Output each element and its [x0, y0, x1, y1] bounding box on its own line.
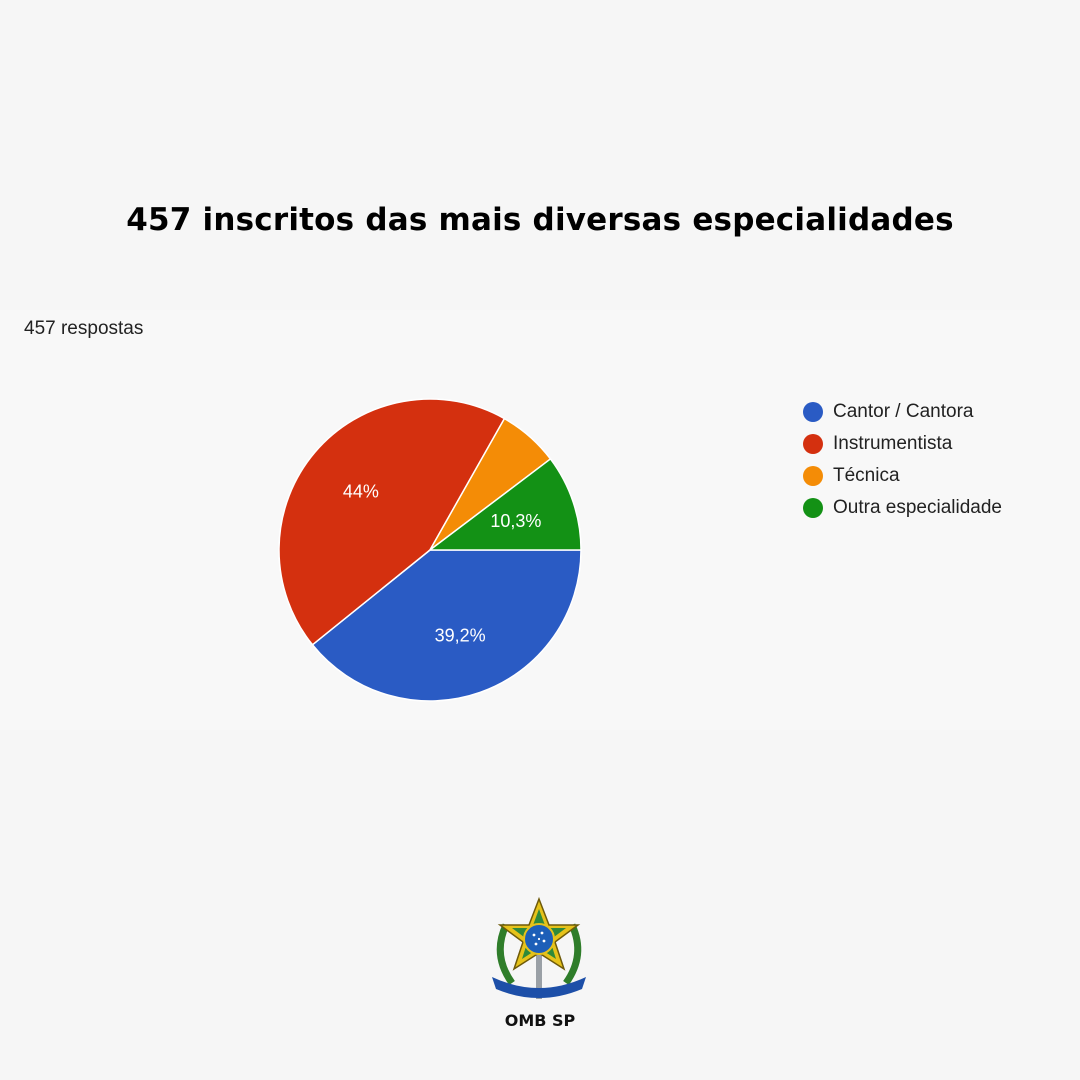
responses-count: 457 respostas	[24, 318, 144, 339]
chart-legend: Cantor / Cantora Instrumentista Técnica …	[803, 396, 1002, 524]
legend-swatch	[803, 434, 823, 454]
pie-chart: 39,2% 44% 10,3%	[278, 398, 582, 702]
legend-label: Outra especialidade	[833, 497, 1002, 518]
slice-cantor[interactable]	[311, 549, 582, 702]
legend-label: Cantor / Cantora	[833, 401, 974, 422]
page-title: 457 inscritos das mais diversas especial…	[126, 202, 954, 238]
slice-instrumentista[interactable]	[278, 398, 506, 646]
slice-outra[interactable]	[427, 457, 582, 551]
legend-item-tecnica[interactable]: Técnica	[803, 460, 1002, 492]
legend-swatch	[803, 498, 823, 518]
legend-item-cantor[interactable]: Cantor / Cantora	[803, 396, 1002, 428]
org-label: OMB SP	[504, 1011, 576, 1030]
slice-label: 39,2%	[435, 625, 486, 645]
legend-label: Instrumentista	[833, 433, 953, 454]
coat-of-arms-logo	[492, 896, 586, 999]
legend-swatch	[803, 402, 823, 422]
legend-item-instrumentista[interactable]: Instrumentista	[803, 428, 1002, 460]
slice-label: 44%	[343, 481, 379, 501]
legend-label: Técnica	[833, 465, 900, 486]
legend-swatch	[803, 466, 823, 486]
slice-label: 10,3%	[490, 511, 541, 531]
legend-item-outra[interactable]: Outra especialidade	[803, 492, 1002, 524]
